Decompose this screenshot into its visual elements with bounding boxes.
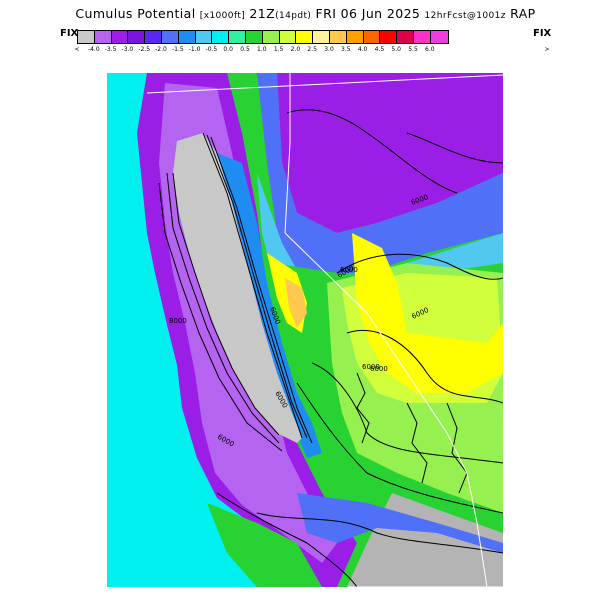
- title-date: FRI 06 Jun 2025: [315, 6, 421, 21]
- scale-swatch: [94, 31, 112, 43]
- contour-label: 8000: [169, 317, 187, 325]
- title-valid: 21Z: [249, 6, 276, 21]
- scale-swatch: [296, 31, 314, 43]
- scale-swatch: [212, 31, 230, 43]
- scale-swatch: [279, 31, 297, 43]
- scale-swatch: [161, 31, 179, 43]
- scale-swatch: [413, 31, 431, 43]
- scale-tick-label: -1.0: [188, 46, 201, 53]
- scale-swatch: [178, 31, 196, 43]
- fix-label-right: FIX: [533, 28, 552, 39]
- scale-tick-label: -2.0: [155, 46, 167, 53]
- scale-swatch: [111, 31, 129, 43]
- contour-lines: [158, 109, 503, 587]
- scale-tick-label: -4.0: [87, 46, 100, 53]
- scale-tick-label: -2.5: [138, 46, 151, 53]
- scale-swatch: [430, 31, 448, 43]
- fix-label-left: FIX: [60, 28, 79, 39]
- scale-tick-label: 4.5: [374, 46, 385, 53]
- scale-tick-label: 2.0: [290, 46, 301, 53]
- scale-tick-label: 2.5: [307, 46, 317, 53]
- scale-swatch: [329, 31, 347, 43]
- central-valley-region: [173, 133, 302, 443]
- north-blue-region: [257, 73, 503, 293]
- scale-tick-label: 4.0: [357, 46, 368, 53]
- title-fcst: 12hrFcst@1001z: [424, 11, 506, 21]
- interior-yellow-region: [352, 233, 503, 393]
- title-model: RAP: [510, 6, 536, 21]
- scale-arrow-right: >: [544, 46, 550, 53]
- map-title: Cumulus Potential [x1000ft] 21Z(14pdt) F…: [0, 6, 611, 21]
- scale-tick-label: 5.0: [391, 46, 401, 53]
- scale-arrow-left: <: [74, 46, 80, 53]
- title-pdt: (14pdt): [275, 11, 312, 21]
- scale-tick-label: 6.0: [425, 46, 435, 53]
- scale-swatch: [128, 31, 146, 43]
- southern-blue-band: [297, 493, 503, 553]
- scale-tick-label: 0.0: [223, 46, 233, 53]
- scale-swatch: [380, 31, 398, 43]
- scale-tick-label: 3.5: [341, 46, 351, 53]
- scale-tick-label: -3.0: [121, 46, 134, 53]
- scale-tick-label: 1.5: [273, 46, 284, 53]
- scale-tick-label: 0.5: [240, 46, 250, 53]
- scale-swatch: [145, 31, 162, 43]
- contour-label: 6000: [340, 266, 358, 274]
- scale-swatch: [245, 31, 263, 43]
- scale-tick-label: 1.0: [257, 46, 267, 53]
- scale-swatch: [78, 31, 95, 43]
- scale-swatch: [346, 31, 364, 43]
- scale-swatch: [363, 31, 381, 43]
- title-units: [x1000ft]: [199, 11, 246, 21]
- scale-tick-label: -0.5: [205, 46, 218, 53]
- title-main: Cumulus Potential: [75, 6, 196, 21]
- scale-tick-label: -1.5: [171, 46, 184, 53]
- contour-label: 6000: [370, 365, 388, 373]
- scale-swatch: [262, 31, 280, 43]
- scale-swatch: [195, 31, 213, 43]
- scale-swatch: [313, 31, 330, 43]
- scale-swatch: [397, 31, 414, 43]
- scale-swatch: [229, 31, 246, 43]
- sierra-orange-patch: [285, 278, 307, 328]
- color-scale-bar: [77, 30, 449, 44]
- southern-green-region: [207, 503, 322, 587]
- north-purple-region: [277, 73, 503, 233]
- state-boundaries: [146, 73, 503, 587]
- scale-tick-label: 5.5: [408, 46, 418, 53]
- scale-tick-label: -3.5: [104, 46, 117, 53]
- color-scale-ticks: < > -4.0 -3.5 -3.0 -2.5 -2.0 -1.5 -1.0 -0.5 0.0 0…: [68, 46, 550, 56]
- scale-tick-label: 3.0: [324, 46, 334, 53]
- cumulus-potential-map: 6000 6000 6000 6000 6000 6000 6000 6000 …: [107, 73, 503, 587]
- contour-label: 6000: [362, 363, 380, 371]
